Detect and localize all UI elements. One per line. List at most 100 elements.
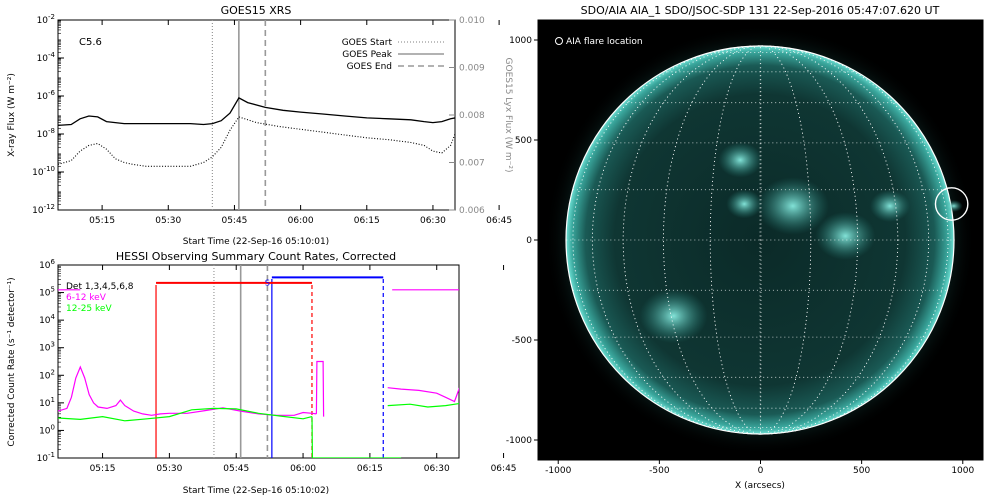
aia-x-tick-label: 1000 xyxy=(951,466,974,476)
hessi-x-tick-label: 05:45 xyxy=(223,464,249,474)
aia-active-region-glow xyxy=(815,212,876,260)
aia-longitude-line xyxy=(622,45,899,435)
aia-flare-marker-group xyxy=(934,187,969,221)
aia-active-region-glow xyxy=(756,177,829,235)
hessi-y-axis-label: Corrected Count Rate (s⁻¹ detector⁻¹) xyxy=(7,277,17,446)
goes-y-tick-label: 10-2 xyxy=(37,13,55,26)
hessi-x-tick-label: 06:15 xyxy=(357,464,383,474)
hessi-6-12kev-line xyxy=(387,387,459,403)
hessi-y-tick-label: 102 xyxy=(39,368,55,381)
aia-x-axis-label: X (arcsecs) xyxy=(735,481,785,491)
goes-legend-label: GOES Start xyxy=(342,38,393,48)
hessi-panel: HESSI Observing Summary Count Rates, Cor… xyxy=(7,250,517,496)
goes-event-lines xyxy=(211,20,267,210)
aia-longitude-line xyxy=(572,45,949,435)
hessi-6-12kev-line xyxy=(315,360,325,417)
aia-legend: AIA flare location xyxy=(555,37,643,47)
hessi-chart-title: HESSI Observing Summary Count Rates, Cor… xyxy=(116,250,396,263)
goes-y-tick-label: 10-10 xyxy=(32,165,55,178)
aia-y-tick-label: 1000 xyxy=(509,36,532,46)
goes-y-tick-label: 10-4 xyxy=(37,51,56,64)
hessi-y-tick-label: 100 xyxy=(39,423,55,436)
goes-long-channel-line xyxy=(58,97,455,127)
hessi-event-lines: S xyxy=(155,265,384,458)
aia-active-regions xyxy=(639,142,910,344)
hessi-legend-label: 6-12 keV xyxy=(66,293,107,303)
goes-legend-label: GOES Peak xyxy=(342,50,392,60)
hessi-6-12kev-line xyxy=(58,365,317,416)
hessi-y-tick-label: 10-1 xyxy=(37,451,55,464)
goes-x-tick-label: 06:45 xyxy=(486,216,512,226)
goes-y-tick-label: 10-6 xyxy=(37,89,56,102)
aia-image-panel: SDO/AIA AIA_1 SDO/JSOC-SDP 131 22-Sep-20… xyxy=(506,4,984,491)
hessi-y-tick-label: 101 xyxy=(39,396,55,409)
aia-longitude-line xyxy=(663,45,858,435)
hessi-plot-frame xyxy=(57,264,460,459)
aia-flare-brightening xyxy=(944,200,963,212)
hessi-x-tick-label: 06:30 xyxy=(424,464,450,474)
goes-chart-title: GOES15 XRS xyxy=(221,4,292,17)
hessi-x-axis-label: Start Time (22-Sep-16 05:10:02) xyxy=(183,486,329,496)
goes-x-tick-label: 06:30 xyxy=(420,216,446,226)
goes-y2-tick-label: 0.007 xyxy=(459,159,485,169)
goes-x-tick-label: 06:00 xyxy=(288,216,314,226)
goes-lyman-alpha-line xyxy=(58,116,455,167)
aia-y-tick-label: 0 xyxy=(526,236,532,246)
hessi-y-tick-label: 105 xyxy=(39,286,55,299)
goes-x-tick-label: 05:30 xyxy=(155,216,181,226)
aia-y-tick-label: 500 xyxy=(515,136,532,146)
goes-annotation-class: C5.6 xyxy=(79,37,102,48)
aia-x-tick-label: -1000 xyxy=(545,466,571,476)
aia-y-tick-label: -1000 xyxy=(506,436,532,446)
aia-y-tick-label: -500 xyxy=(512,336,533,346)
goes-y2-tick-label: 0.010 xyxy=(459,16,485,26)
aia-active-region-glow xyxy=(726,189,763,219)
goes-xrs-panel: GOES15 XRS C5.6 X-ray Flux (W m⁻²) GOES1… xyxy=(7,4,513,247)
aia-x-tick-label: 0 xyxy=(758,466,764,476)
aia-image-content xyxy=(545,25,975,455)
hessi-12-25kev-line xyxy=(311,416,402,458)
goes-y2-axis-label: GOES15 Lyx Flux (W m⁻²) xyxy=(503,58,513,173)
hessi-series-group xyxy=(58,289,459,458)
hessi-12-25kev-line xyxy=(387,402,459,408)
aia-image-title: SDO/AIA AIA_1 SDO/JSOC-SDP 131 22-Sep-20… xyxy=(581,4,940,17)
goes-x-tick-label: 06:15 xyxy=(354,216,380,226)
aia-active-region-glow xyxy=(639,288,708,344)
aia-limb-circle xyxy=(565,45,955,435)
hessi-x-tick-label: 05:15 xyxy=(90,464,116,474)
aia-legend-circle-icon xyxy=(555,37,563,45)
hessi-x-tick-label: 06:00 xyxy=(290,464,316,474)
goes-series-group xyxy=(58,97,455,167)
aia-legend-label: AIA flare location xyxy=(566,37,643,47)
aia-active-region-glow xyxy=(718,142,763,178)
goes-y2-tick-label: 0.009 xyxy=(459,64,485,74)
hessi-legend-title: Det 1,3,4,5,6,8 xyxy=(66,282,134,292)
goes-plot-frame xyxy=(57,19,456,211)
aia-longitude-line xyxy=(759,45,762,435)
goes-y2-tick-label: 0.006 xyxy=(459,206,485,216)
aia-x-tick-label: 500 xyxy=(853,466,870,476)
aia-x-tick-label: -500 xyxy=(649,466,670,476)
hessi-axes: 05:15 05:30 05:45 06:00 06:15 06:30 06:45 106 10… xyxy=(37,258,517,474)
goes-y-tick-label: 10-8 xyxy=(37,127,55,140)
hessi-x-tick-label: 06:45 xyxy=(491,464,517,474)
goes-legend: GOES Start GOES Peak GOES End xyxy=(342,38,444,72)
goes-x-axis-label: Start Time (22-Sep-16 05:10:01) xyxy=(183,237,329,247)
hessi-y-tick-label: 104 xyxy=(39,313,55,326)
goes-x-tick-label: 05:15 xyxy=(89,216,115,226)
hessi-legend-label: 12-25 keV xyxy=(66,304,112,314)
goes-y2-tick-label: 0.008 xyxy=(459,111,485,121)
hessi-s-label: S xyxy=(265,278,270,287)
aia-flare-location-circle xyxy=(934,187,969,221)
goes-y-axis-label: X-ray Flux (W m⁻²) xyxy=(7,73,17,157)
aia-active-region-glow xyxy=(869,190,910,222)
goes-y-tick-label: 10-12 xyxy=(32,203,55,216)
goes-axes: 05:15 05:30 05:45 06:00 06:15 06:30 06:45 10-2 1… xyxy=(32,13,512,226)
hessi-y-tick-label: 103 xyxy=(39,341,55,354)
aia-axes: -1000 -500 0 500 1000 1000 500 0 -500 -1000 xyxy=(506,36,975,476)
goes-x-tick-label: 05:45 xyxy=(221,216,247,226)
hessi-12-25kev-line xyxy=(58,407,313,422)
